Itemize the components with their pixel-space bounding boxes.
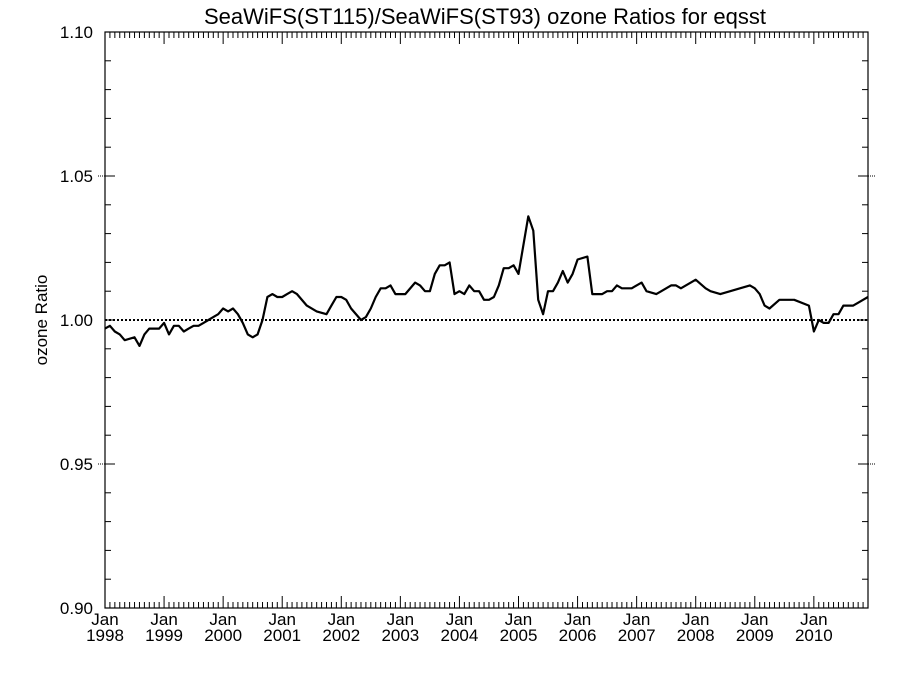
x-tick-label-month: Jan (150, 610, 177, 629)
x-tick-label-year: 2009 (736, 626, 774, 645)
x-tick-label-month: Jan (564, 610, 591, 629)
x-tick-label-month: Jan (505, 610, 532, 629)
x-tick-label-year: 2008 (677, 626, 715, 645)
series-line (104, 215, 869, 347)
y-tick-label: 1.00 (60, 311, 93, 330)
y-axis-label: ozone Ratio (32, 275, 51, 366)
x-tick-label-year: 2003 (381, 626, 419, 645)
x-tick-label-month: Jan (209, 610, 236, 629)
x-tick-label-month: Jan (682, 610, 709, 629)
chart-title: SeaWiFS(ST115)/SeaWiFS(ST93) ozone Ratio… (204, 4, 766, 29)
y-tick-label: 1.10 (60, 23, 93, 42)
x-tick-label-month: Jan (623, 610, 650, 629)
x-tick-label-month: Jan (91, 610, 118, 629)
y-tick-label: 0.95 (60, 455, 93, 474)
x-tick-label-year: 2007 (618, 626, 656, 645)
x-tick-label-year: 2002 (322, 626, 360, 645)
y-tick-label: 1.05 (60, 167, 93, 186)
x-tick-label-month: Jan (328, 610, 355, 629)
x-tick-label-month: Jan (269, 610, 296, 629)
x-tick-label-month: Jan (741, 610, 768, 629)
x-tick-label-month: Jan (800, 610, 827, 629)
x-tick-label-year: 2004 (441, 626, 479, 645)
x-tick-label-year: 2010 (795, 626, 833, 645)
x-tick-label-year: 2005 (500, 626, 538, 645)
x-ticks: Jan1998Jan1999Jan2000Jan2001Jan2002Jan20… (86, 32, 869, 645)
x-tick-label-month: Jan (387, 610, 414, 629)
y-tick-label: 0.90 (60, 599, 93, 618)
x-tick-label-year: 2001 (263, 626, 301, 645)
x-tick-label-month: Jan (446, 610, 473, 629)
x-tick-label-year: 2006 (559, 626, 597, 645)
x-tick-label-year: 1998 (86, 626, 124, 645)
x-tick-label-year: 2000 (204, 626, 242, 645)
x-tick-label-year: 1999 (145, 626, 183, 645)
